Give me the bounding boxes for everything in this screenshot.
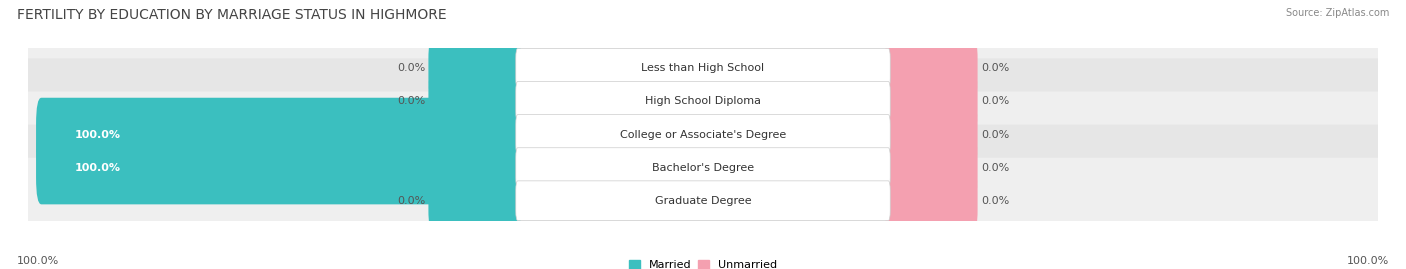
Text: Graduate Degree: Graduate Degree	[655, 196, 751, 206]
Text: 0.0%: 0.0%	[981, 162, 1010, 173]
Text: 0.0%: 0.0%	[981, 96, 1010, 107]
FancyBboxPatch shape	[37, 98, 523, 171]
Text: 0.0%: 0.0%	[396, 196, 425, 206]
FancyBboxPatch shape	[22, 158, 1384, 244]
Text: 0.0%: 0.0%	[981, 129, 1010, 140]
FancyBboxPatch shape	[884, 108, 977, 161]
Text: FERTILITY BY EDUCATION BY MARRIAGE STATUS IN HIGHMORE: FERTILITY BY EDUCATION BY MARRIAGE STATU…	[17, 8, 447, 22]
FancyBboxPatch shape	[429, 75, 522, 128]
FancyBboxPatch shape	[884, 174, 977, 228]
Text: High School Diploma: High School Diploma	[645, 96, 761, 107]
Text: 100.0%: 100.0%	[17, 256, 59, 266]
Text: 100.0%: 100.0%	[1347, 256, 1389, 266]
FancyBboxPatch shape	[429, 41, 522, 95]
FancyBboxPatch shape	[516, 48, 890, 88]
Text: 100.0%: 100.0%	[75, 162, 121, 173]
Text: Source: ZipAtlas.com: Source: ZipAtlas.com	[1285, 8, 1389, 18]
Text: 0.0%: 0.0%	[981, 196, 1010, 206]
Text: College or Associate's Degree: College or Associate's Degree	[620, 129, 786, 140]
Text: Less than High School: Less than High School	[641, 63, 765, 73]
FancyBboxPatch shape	[37, 131, 523, 204]
FancyBboxPatch shape	[884, 141, 977, 194]
Text: 0.0%: 0.0%	[981, 63, 1010, 73]
FancyBboxPatch shape	[516, 82, 890, 121]
FancyBboxPatch shape	[22, 91, 1384, 178]
FancyBboxPatch shape	[884, 41, 977, 95]
FancyBboxPatch shape	[22, 58, 1384, 144]
Legend: Married, Unmarried: Married, Unmarried	[628, 260, 778, 269]
FancyBboxPatch shape	[22, 25, 1384, 111]
FancyBboxPatch shape	[516, 115, 890, 154]
FancyBboxPatch shape	[516, 181, 890, 221]
Text: Bachelor's Degree: Bachelor's Degree	[652, 162, 754, 173]
Text: 0.0%: 0.0%	[396, 96, 425, 107]
FancyBboxPatch shape	[884, 75, 977, 128]
FancyBboxPatch shape	[22, 125, 1384, 211]
Text: 100.0%: 100.0%	[75, 129, 121, 140]
Text: 0.0%: 0.0%	[396, 63, 425, 73]
FancyBboxPatch shape	[429, 174, 522, 228]
FancyBboxPatch shape	[516, 148, 890, 187]
